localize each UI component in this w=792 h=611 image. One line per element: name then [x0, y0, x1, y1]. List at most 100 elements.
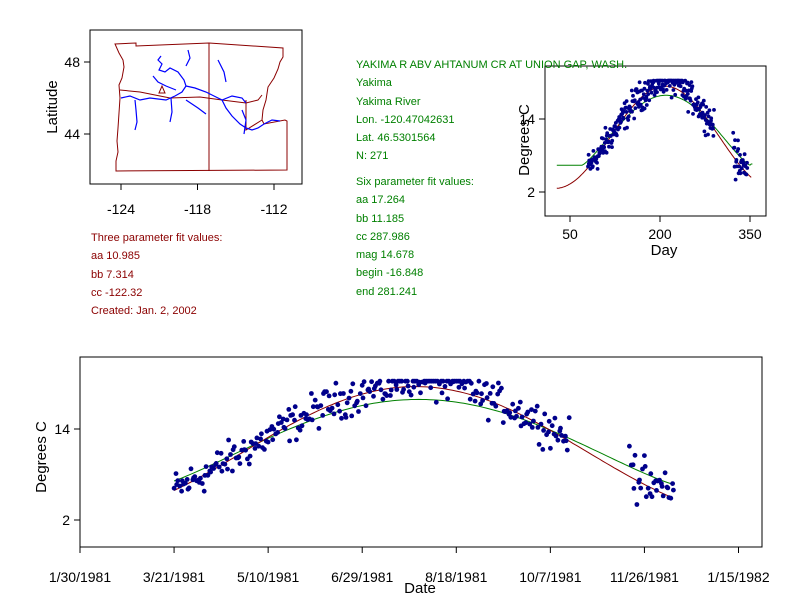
six-end: end 281.241 [356, 285, 418, 298]
six-header: Six parameter fit values: [356, 176, 474, 188]
ts-xtick-label: 11/26/1981 [610, 569, 679, 585]
wa-or-border [119, 89, 263, 104]
ts-point [507, 410, 513, 416]
map-xtick-label: -112 [261, 201, 288, 217]
ts-point [247, 453, 253, 459]
doy-point [701, 102, 706, 107]
doy-point [744, 172, 749, 177]
ts-point [271, 426, 277, 432]
okanogan-river [185, 49, 191, 67]
ts-point [388, 387, 394, 393]
doy-point [734, 158, 739, 162]
ts-point [467, 396, 473, 402]
ts-point [361, 379, 367, 385]
doy-point [739, 166, 744, 171]
ts-point [211, 466, 217, 471]
six-aa: aa 17.264 [356, 194, 405, 207]
ts-point [262, 447, 267, 452]
doy-point [655, 90, 659, 94]
ts-point [214, 450, 220, 456]
ts-point [476, 378, 482, 384]
ts-point [231, 444, 237, 450]
ts-point [346, 395, 352, 401]
ts-xtick-label: 8/18/1981 [425, 569, 487, 585]
ts-point [256, 443, 262, 449]
doy-point [651, 78, 656, 83]
ts-point [216, 464, 222, 470]
three-created: Created: Jan. 2, 2002 [91, 305, 197, 318]
doy-point [614, 133, 619, 138]
doy-point [702, 129, 707, 134]
ts-point [186, 485, 192, 491]
ts-point [354, 398, 360, 404]
ts-point [348, 388, 354, 394]
ts-point [662, 470, 668, 476]
ts-panel: 1/30/1981 3/21/1981 5/10/1981 6/29/1981 8/18… [33, 356, 770, 597]
ts-point [648, 471, 654, 477]
ts-point [536, 442, 542, 447]
ts-point [445, 396, 450, 402]
ts-point [496, 380, 501, 386]
ts-point [205, 472, 211, 478]
ts-point [480, 398, 485, 403]
ts-point [218, 450, 224, 456]
doy-point [700, 110, 705, 115]
ts-point [349, 413, 355, 419]
ts-point [523, 420, 529, 426]
doy-point [626, 118, 631, 122]
ts-point [642, 464, 648, 469]
ts-frame [79, 356, 763, 548]
ts-point [230, 468, 235, 474]
ts-point [531, 418, 536, 424]
ts-point [329, 405, 335, 411]
ts-point [222, 461, 228, 467]
ts-point [228, 452, 233, 457]
ts-point [225, 466, 230, 472]
ts-point [485, 417, 491, 423]
ts-point [391, 378, 397, 384]
ts-point [246, 461, 252, 467]
doy-point [656, 81, 661, 86]
ts-point [418, 390, 423, 396]
wa-or-id-outline [114, 42, 288, 172]
doy-point [673, 92, 678, 97]
ts-point [527, 421, 533, 427]
doy-point [736, 138, 740, 143]
doy-point [597, 151, 602, 156]
ts-xtick-label: 1/30/1981 [49, 569, 111, 585]
doy-xlabel: Day [651, 242, 678, 259]
ts-point [171, 485, 177, 491]
ts-point [198, 475, 203, 481]
doy-point [629, 88, 634, 93]
ts-point [474, 390, 480, 396]
doy-point [704, 105, 709, 109]
doy-point [685, 92, 690, 96]
ts-point [292, 404, 298, 410]
ts-point [555, 437, 561, 443]
ts-point [411, 384, 417, 390]
ts-point [318, 403, 324, 408]
doy-point [690, 84, 695, 89]
ts-observations [171, 378, 676, 507]
map-ytick-label: 44 [64, 126, 80, 142]
ts-point [294, 437, 299, 443]
ts-point [177, 483, 183, 489]
ts-point [428, 385, 434, 391]
ts-point [339, 415, 344, 421]
ts-point [201, 488, 207, 494]
ts-point [304, 412, 309, 418]
ts-point [213, 461, 219, 466]
ts-point [199, 481, 205, 486]
ts-point [405, 378, 410, 384]
ts-point [514, 413, 519, 419]
doy-xtick-label: 350 [738, 226, 762, 242]
ts-point [226, 437, 232, 443]
doy-point [669, 95, 674, 100]
ts-point [468, 380, 474, 386]
ts-point [310, 404, 316, 410]
ts-ytick-label: 2 [62, 512, 70, 528]
ts-point [280, 416, 286, 422]
doy-point [733, 138, 737, 143]
owyhee-river [241, 109, 247, 135]
ts-point [290, 412, 295, 418]
